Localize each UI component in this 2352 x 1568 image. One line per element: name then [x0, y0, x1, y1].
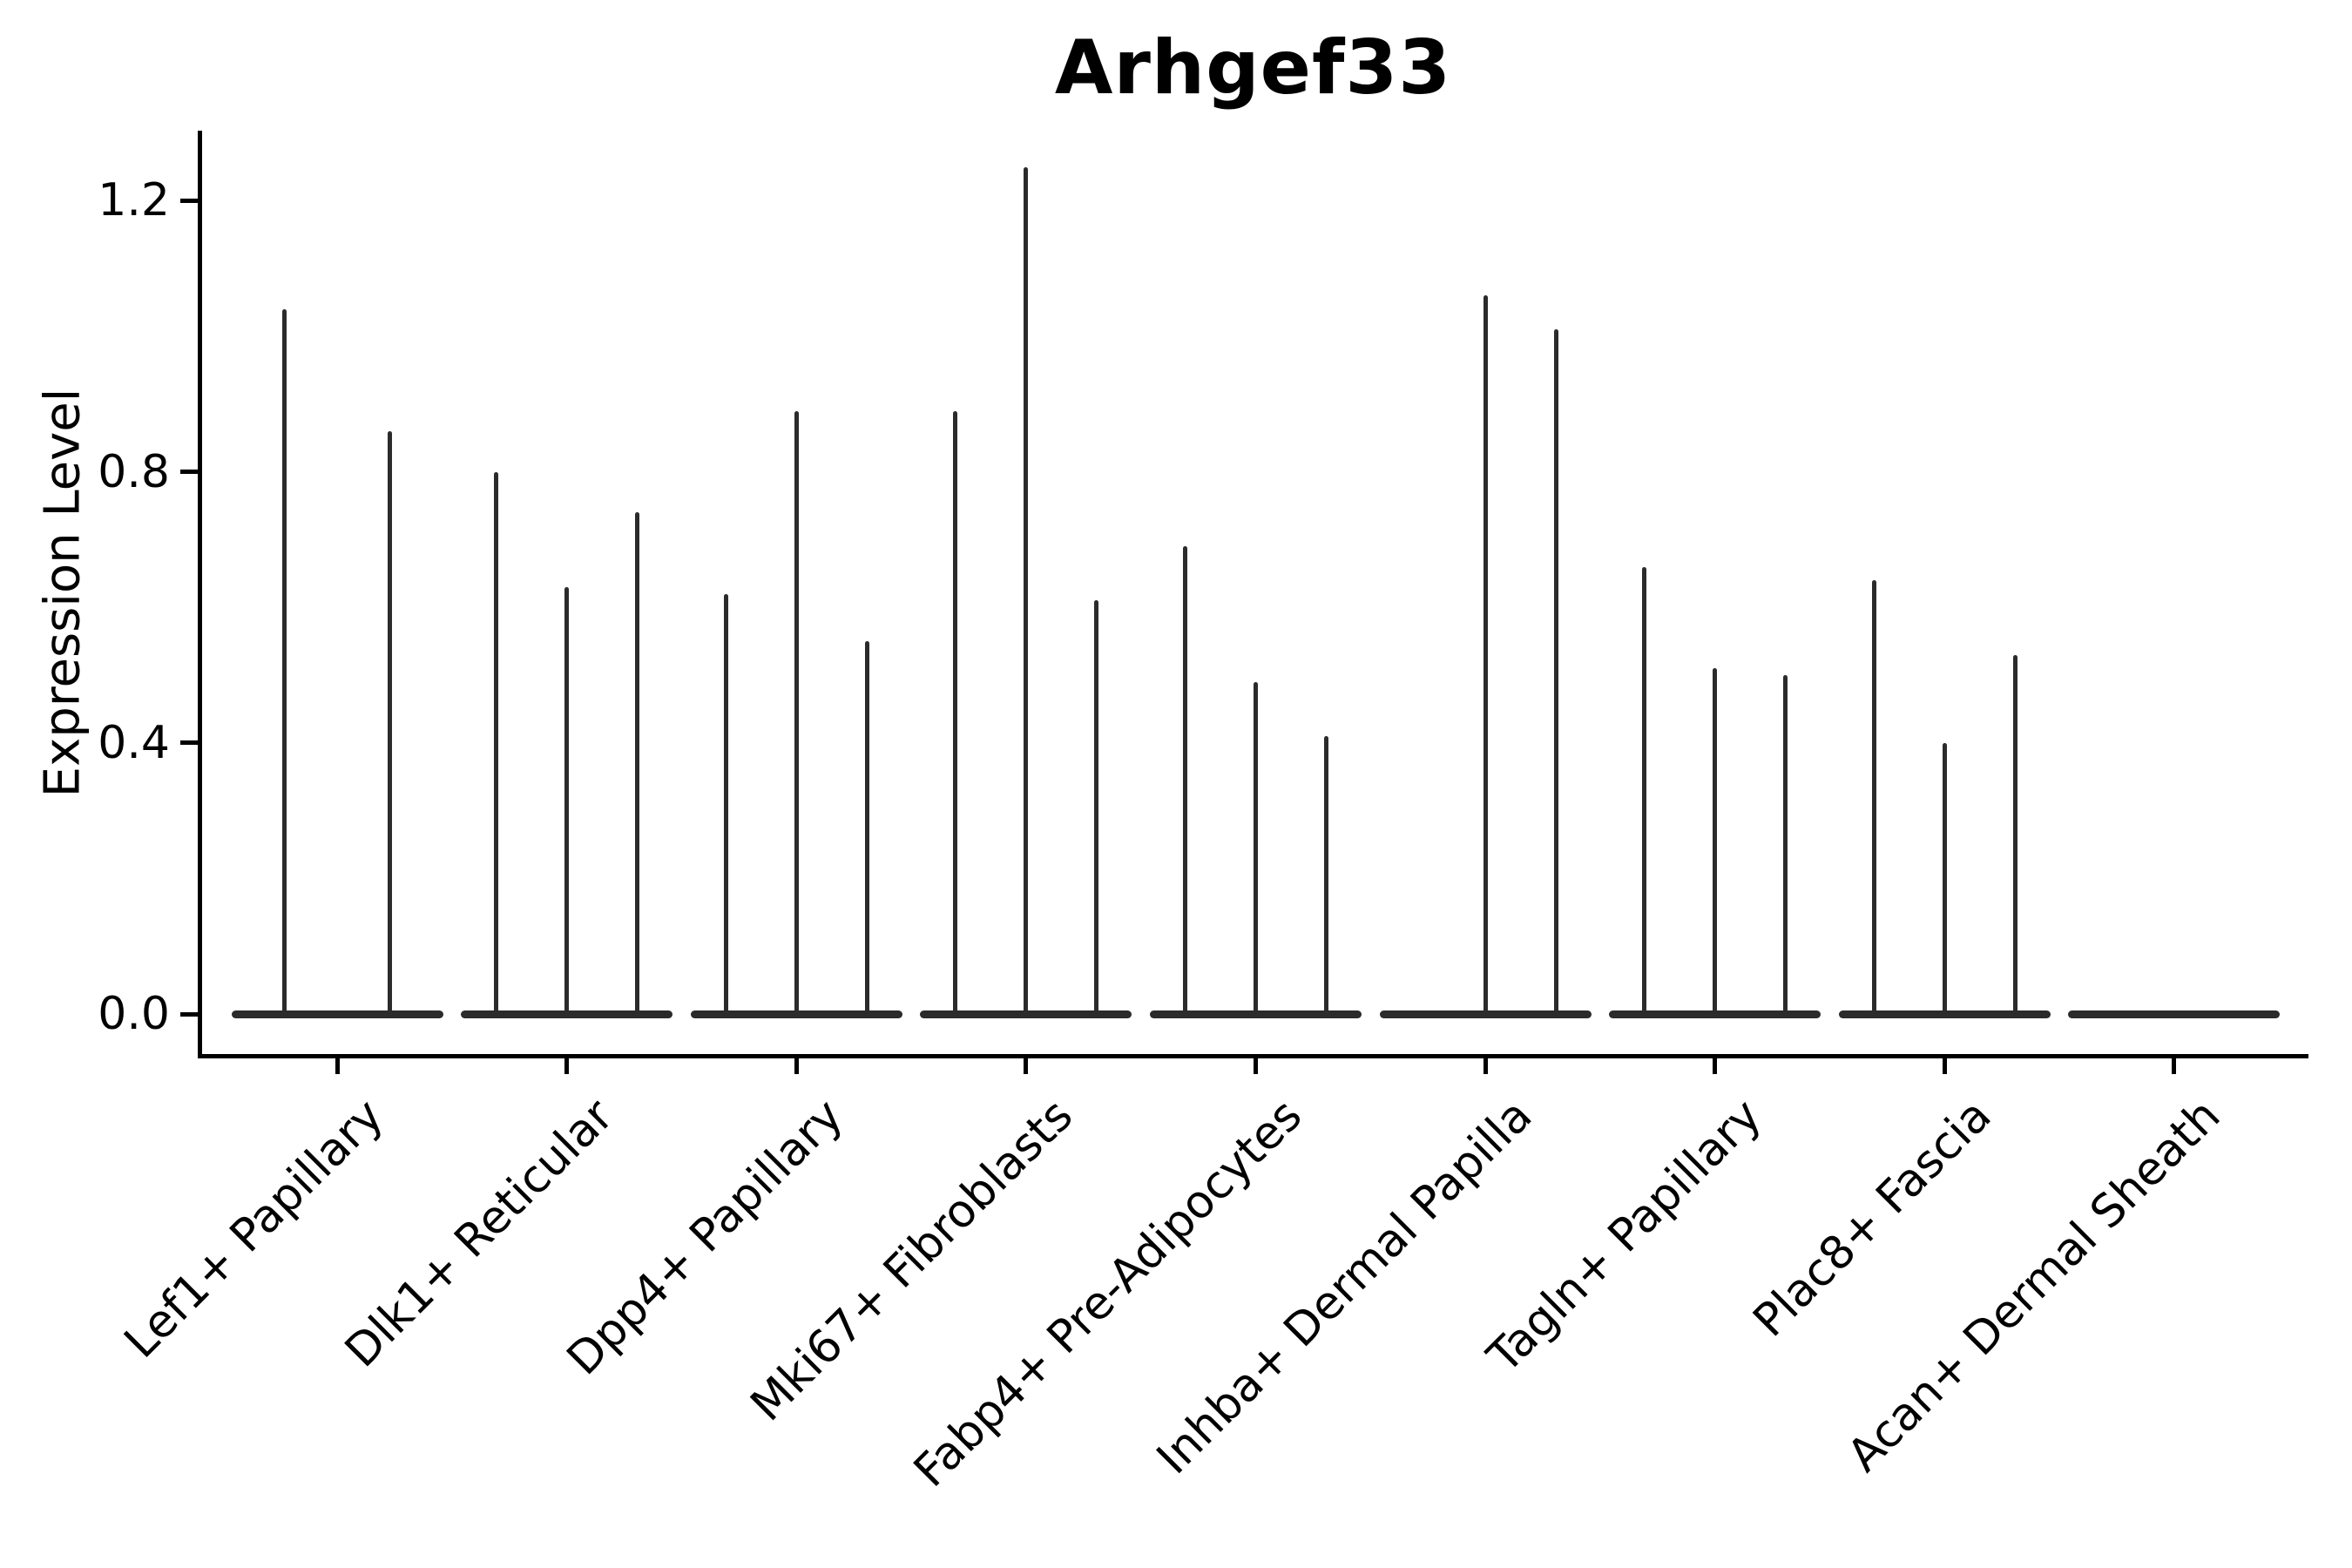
violin-spike	[1182, 546, 1187, 1014]
violin-spike	[1024, 166, 1029, 1014]
violin-spike	[1642, 566, 1647, 1014]
x-tick	[1483, 1058, 1488, 1074]
x-tick	[335, 1058, 340, 1074]
x-tick	[564, 1058, 570, 1074]
x-tick-label: Fabp4+ Pre-Adipocytes	[904, 1089, 1313, 1497]
violin-base	[920, 1010, 1132, 1018]
x-tick-label: Acan+ Dermal Sheath	[1838, 1089, 2231, 1483]
violin-spike	[2012, 654, 2017, 1014]
violin-base	[1838, 1010, 2051, 1018]
violin-spike	[1871, 580, 1876, 1014]
chart-title: Arhgef33	[1054, 24, 1452, 112]
y-tick	[180, 740, 198, 746]
violin-spike	[564, 586, 570, 1014]
y-tick	[180, 470, 198, 475]
x-tick	[1942, 1058, 1947, 1074]
violin-spike	[1783, 675, 1788, 1014]
violin-spike	[864, 641, 869, 1014]
x-tick	[1024, 1058, 1029, 1074]
y-tick-label: 1.2	[98, 174, 170, 227]
y-axis-label: Expression Level	[34, 388, 91, 798]
y-tick-label: 0.8	[98, 445, 170, 498]
x-tick	[1713, 1058, 1718, 1074]
violin-base	[231, 1010, 443, 1018]
violin-spike	[388, 430, 393, 1014]
violin-spike	[1323, 736, 1328, 1014]
x-tick	[794, 1058, 799, 1074]
x-tick	[2172, 1058, 2177, 1074]
y-tick	[180, 198, 198, 203]
x-axis-spine	[198, 1054, 2308, 1058]
violin-spike	[1942, 742, 1947, 1014]
violin-spike	[635, 512, 640, 1014]
x-tick-label: Plac8+ Fascia	[1743, 1089, 2002, 1348]
violin-spike	[1553, 329, 1558, 1014]
violin-spike	[1253, 681, 1258, 1014]
violin-spike	[794, 410, 799, 1014]
y-tick	[180, 1011, 198, 1017]
violin-spike	[1713, 668, 1718, 1014]
y-tick-label: 0.4	[98, 716, 170, 769]
y-axis-spine	[198, 131, 202, 1058]
violin-base	[2068, 1010, 2281, 1018]
violin-spike	[1094, 600, 1099, 1014]
violin-spike	[723, 593, 728, 1014]
violin-base	[1379, 1010, 1592, 1018]
y-tick-label: 0.0	[98, 988, 170, 1040]
violin-base	[1149, 1010, 1362, 1018]
violin-base	[461, 1010, 673, 1018]
violin-spike	[953, 410, 958, 1014]
violin-base	[1609, 1010, 1821, 1018]
violin-spike	[281, 308, 287, 1014]
violin-base	[690, 1010, 902, 1018]
x-tick	[1253, 1058, 1258, 1074]
violin-spike	[1483, 295, 1488, 1014]
violin-spike	[494, 471, 499, 1014]
x-tick-label: Inhba+ Dermal Papilla	[1146, 1089, 1543, 1485]
